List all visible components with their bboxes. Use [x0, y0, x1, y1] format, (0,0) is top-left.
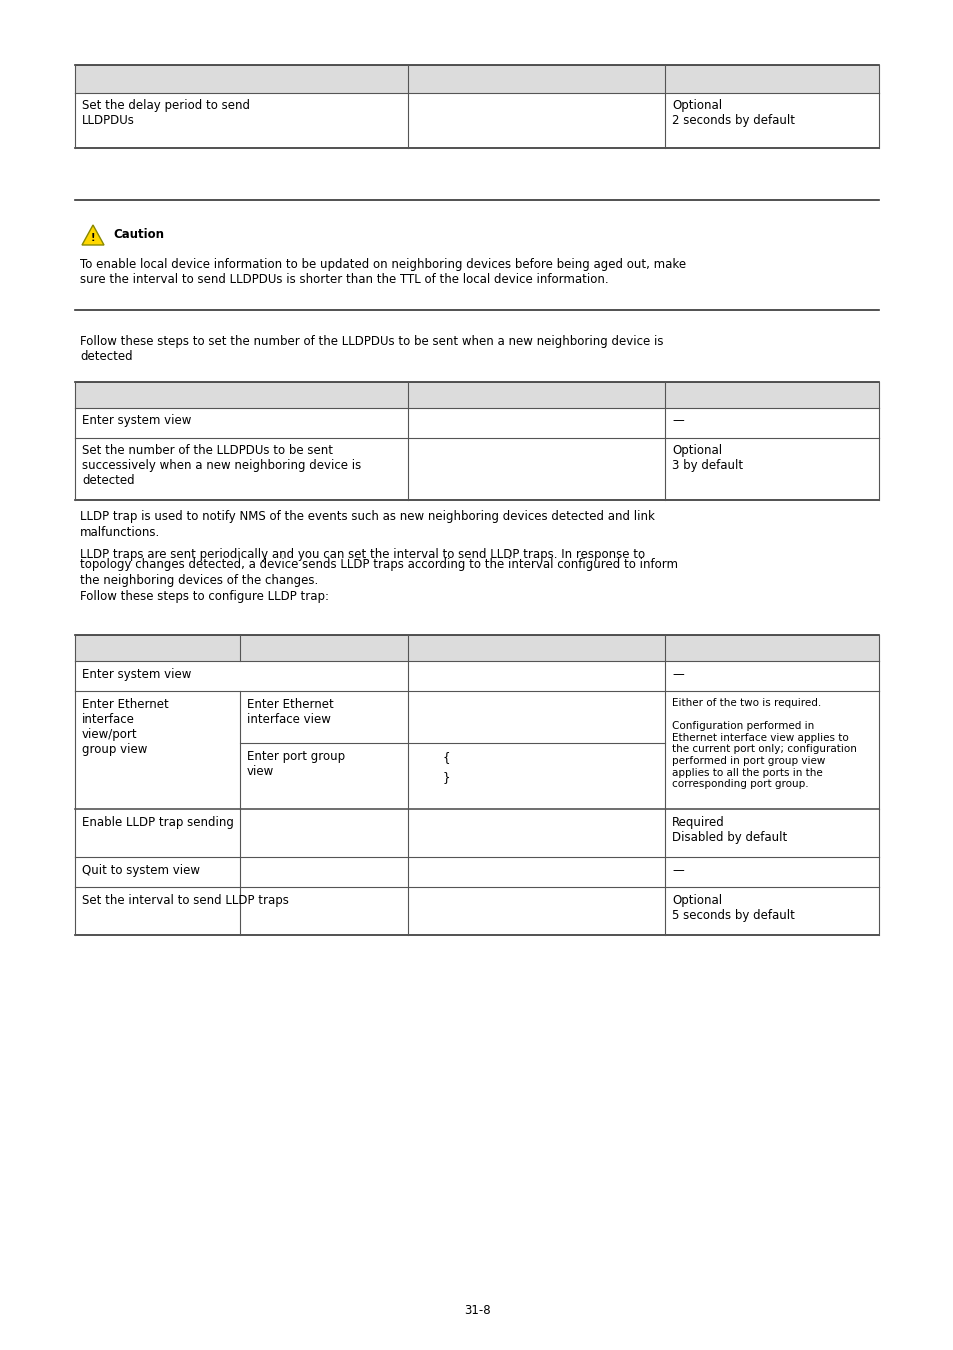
Bar	[75, 809, 878, 857]
Text: Optional
5 seconds by default: Optional 5 seconds by default	[671, 894, 794, 922]
Text: Enter system view: Enter system view	[82, 668, 192, 680]
Bar	[75, 662, 878, 691]
Bar	[75, 634, 878, 662]
Text: Optional
3 by default: Optional 3 by default	[671, 444, 742, 472]
Bar	[75, 887, 878, 936]
Text: Optional
2 seconds by default: Optional 2 seconds by default	[671, 99, 794, 127]
Text: topology changes detected, a device sends LLDP traps according to the interval c: topology changes detected, a device send…	[80, 558, 678, 571]
Bar	[75, 93, 878, 148]
Text: Set the delay period to send
LLDPDUs: Set the delay period to send LLDPDUs	[82, 99, 250, 127]
Bar	[75, 691, 878, 809]
Text: }: }	[442, 771, 450, 784]
Text: Follow these steps to configure LLDP trap:: Follow these steps to configure LLDP tra…	[80, 590, 329, 603]
Text: Set the interval to send LLDP traps: Set the interval to send LLDP traps	[82, 894, 289, 907]
Bar	[75, 857, 878, 887]
Bar	[75, 65, 878, 93]
Text: 31-8: 31-8	[463, 1304, 490, 1316]
Text: Caution: Caution	[112, 228, 164, 242]
Text: Required
Disabled by default: Required Disabled by default	[671, 815, 786, 844]
Text: —: —	[671, 414, 683, 427]
Text: LLDP traps are sent periodically and you can set the interval to send LLDP traps: LLDP traps are sent periodically and you…	[80, 548, 644, 562]
Text: malfunctions.: malfunctions.	[80, 526, 160, 539]
Text: {: {	[442, 751, 450, 764]
Text: Enter Ethernet
interface view: Enter Ethernet interface view	[247, 698, 334, 726]
Text: !: !	[91, 234, 95, 243]
Text: Enable LLDP trap sending: Enable LLDP trap sending	[82, 815, 233, 829]
Bar	[75, 408, 878, 437]
Bar	[75, 437, 878, 500]
Polygon shape	[82, 225, 104, 244]
Text: —: —	[671, 864, 683, 878]
Text: Set the number of the LLDPDUs to be sent
successively when a new neighboring dev: Set the number of the LLDPDUs to be sent…	[82, 444, 361, 487]
Text: Either of the two is required.

Configuration performed in
Ethernet interface vi: Either of the two is required. Configura…	[671, 698, 856, 790]
Bar	[75, 382, 878, 408]
Text: the neighboring devices of the changes.: the neighboring devices of the changes.	[80, 574, 318, 587]
Text: Follow these steps to set the number of the LLDPDUs to be sent when a new neighb: Follow these steps to set the number of …	[80, 335, 662, 363]
Text: LLDP trap is used to notify NMS of the events such as new neighboring devices de: LLDP trap is used to notify NMS of the e…	[80, 510, 654, 522]
Text: —: —	[671, 668, 683, 680]
Text: Enter Ethernet
interface
view/port
group view: Enter Ethernet interface view/port group…	[82, 698, 169, 756]
Text: Enter port group
view: Enter port group view	[247, 751, 345, 778]
Text: Enter system view: Enter system view	[82, 414, 192, 427]
Text: Quit to system view: Quit to system view	[82, 864, 200, 878]
Text: To enable local device information to be updated on neighboring devices before b: To enable local device information to be…	[80, 258, 685, 286]
